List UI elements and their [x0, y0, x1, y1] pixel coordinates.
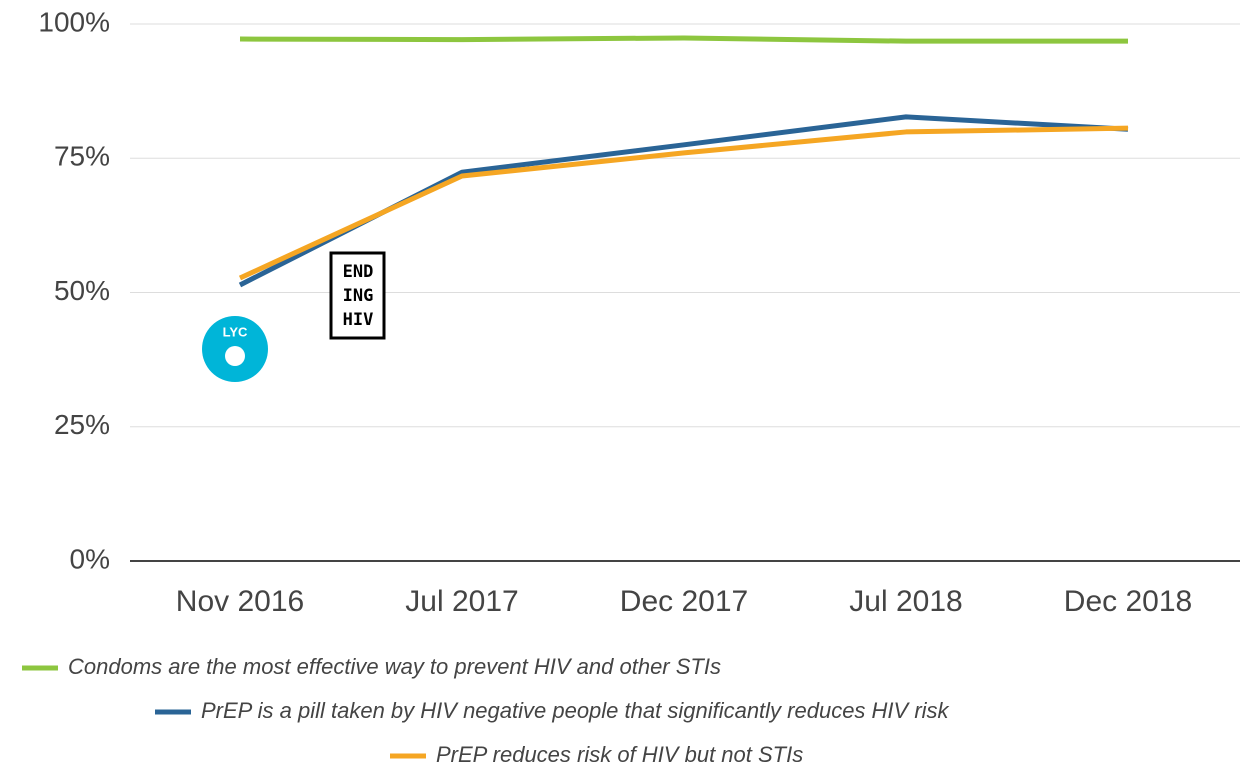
- ending-hiv-text: HIV: [343, 310, 374, 330]
- ending-hiv-text: ING: [343, 286, 374, 306]
- y-tick-label: 50%: [54, 275, 110, 306]
- legend-label: PrEP is a pill taken by HIV negative peo…: [201, 698, 950, 723]
- x-tick-label: Jul 2017: [405, 585, 518, 618]
- lyc-logo-figure: [225, 346, 245, 366]
- legend-label: PrEP reduces risk of HIV but not STIs: [436, 742, 803, 767]
- x-tick-label: Jul 2018: [849, 585, 962, 618]
- ending-hiv-box: [329, 251, 386, 340]
- series-line: [238, 125, 1129, 281]
- series-line: [239, 35, 1128, 44]
- ending-hiv-logo: END ING HIV: [329, 251, 386, 340]
- x-tick-label: Nov 2016: [176, 585, 304, 618]
- x-tick-label: Dec 2018: [1064, 585, 1192, 618]
- y-tick-label: 100%: [38, 6, 110, 37]
- legend-label: Condoms are the most effective way to pr…: [68, 654, 721, 679]
- y-tick-label: 75%: [54, 141, 110, 172]
- y-tick-label: 0%: [70, 543, 110, 574]
- x-tick-label: Dec 2017: [620, 585, 748, 618]
- lyc-logo-text: LYC: [223, 324, 248, 339]
- y-tick-label: 25%: [54, 409, 110, 440]
- ending-hiv-text: END: [343, 262, 374, 282]
- plot: 0% 25% 50% 75% 100% Nov 2016 Jul 2017 Dec 2017 J…: [22, 6, 1240, 767]
- lyc-logo: LYC: [202, 316, 268, 382]
